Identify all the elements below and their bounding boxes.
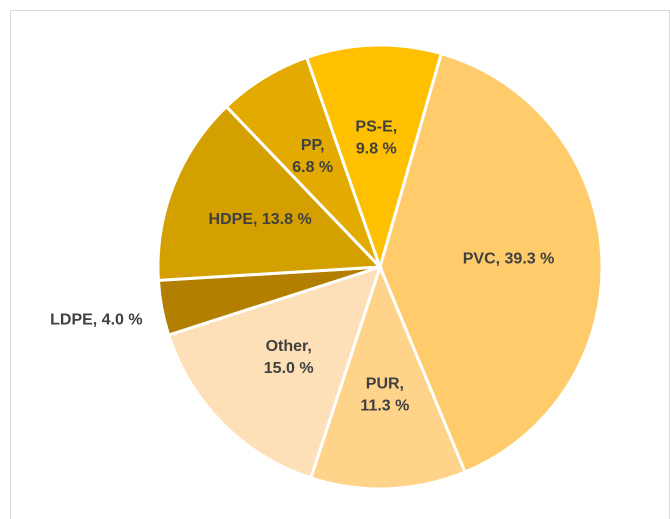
data-label-line: HDPE, 13.8 % xyxy=(209,211,312,228)
data-label: PP, 6.8 % xyxy=(292,137,333,176)
data-label-line: PP, xyxy=(301,137,325,154)
data-label-line: LDPE, 4.0 % xyxy=(50,312,142,329)
data-label: PUR, 11.3 % xyxy=(360,376,409,415)
data-label: LDPE, 4.0 % xyxy=(50,312,142,329)
data-label: HDPE, 13.8 % xyxy=(209,211,312,228)
data-label-line: PVC, 39.3 % xyxy=(463,251,555,268)
data-label-line: PUR, xyxy=(366,376,404,393)
data-label: PS-E, 9.8 % xyxy=(355,119,397,158)
pie-slice xyxy=(378,51,604,475)
data-label-line: 6.8 % xyxy=(292,159,333,176)
data-label-line: 15.0 % xyxy=(264,360,314,377)
pie-slice xyxy=(308,262,467,491)
data-label-line: 11.3 % xyxy=(360,398,409,415)
data-label: PVC, 39.3 % xyxy=(463,251,555,268)
data-label-line: Other, xyxy=(266,338,312,355)
pie-slice xyxy=(156,104,384,282)
data-label-line: PS-E, xyxy=(355,119,397,136)
data-label-line: 9.8 % xyxy=(356,141,397,158)
pie-slice xyxy=(166,264,383,480)
pie-slice xyxy=(304,43,444,272)
data-label: Other, 15.0 % xyxy=(264,338,314,377)
